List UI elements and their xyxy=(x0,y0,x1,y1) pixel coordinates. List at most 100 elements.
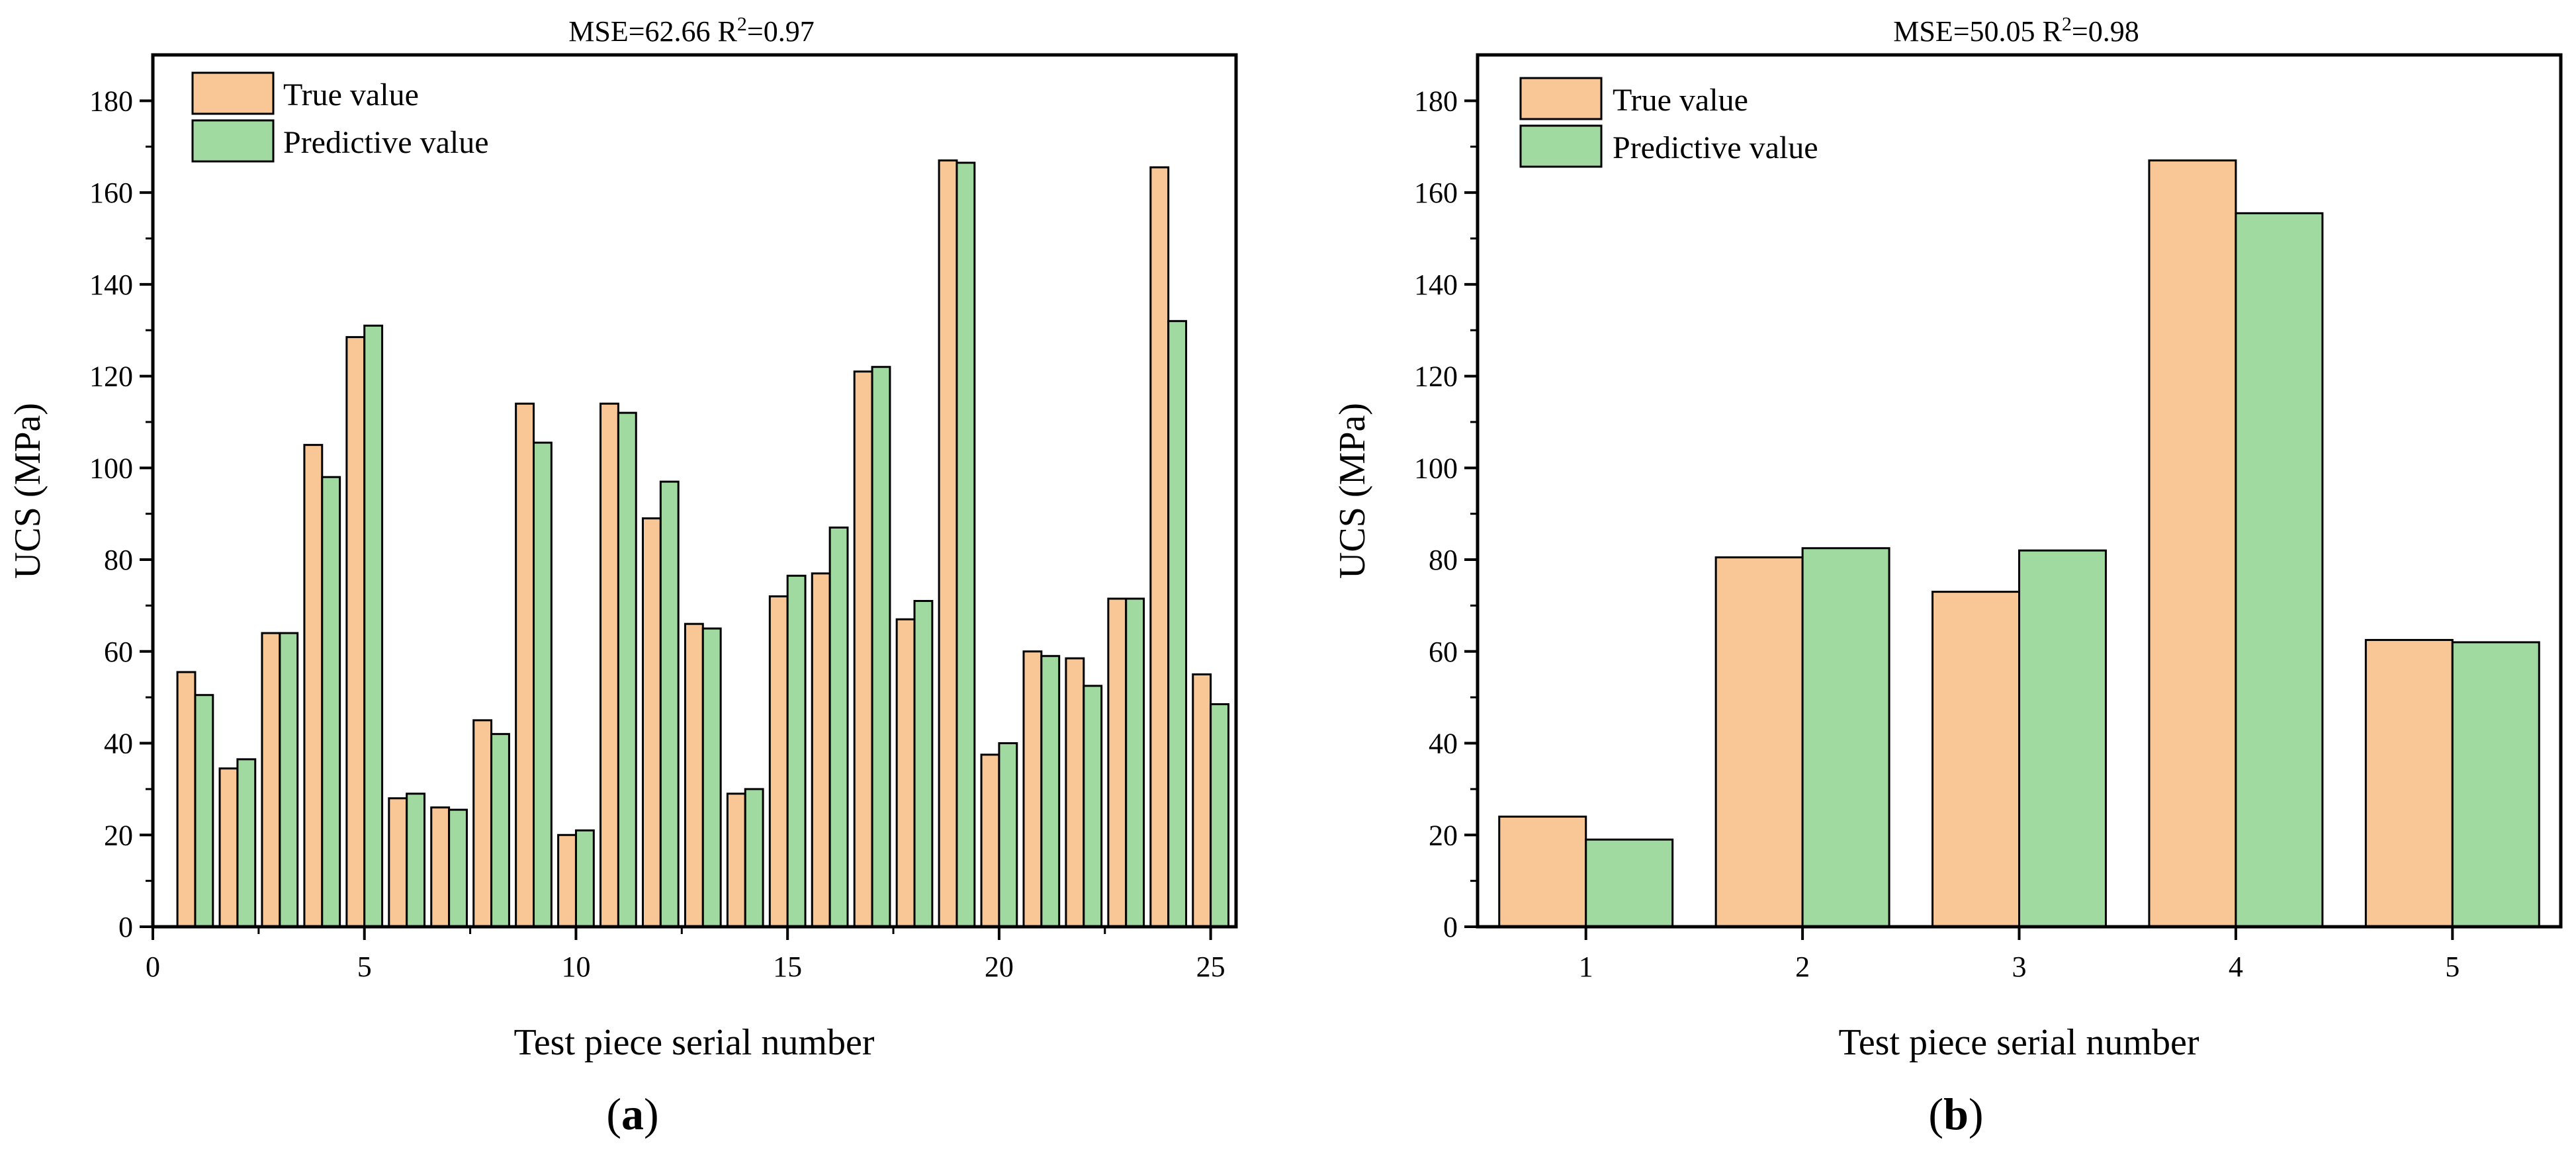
bar-predictive-19 xyxy=(955,161,976,928)
bar-true-18 xyxy=(895,618,916,928)
bar-true-21 xyxy=(1022,650,1043,928)
bar-true-4 xyxy=(2148,159,2237,928)
legend-label-predictive-value: Predictive value xyxy=(1613,130,1818,165)
chart-a-x-axis-title: Test piece serial number xyxy=(514,1022,875,1063)
x-tick-label: 5 xyxy=(357,951,372,983)
bar-predictive-3 xyxy=(279,632,299,928)
y-tick-label: 180 xyxy=(1414,85,1458,117)
bar-predictive-18 xyxy=(913,599,934,928)
bar-true-14 xyxy=(726,792,746,928)
bar-predictive-4 xyxy=(2235,212,2324,928)
chart-b-x-axis-title: Test piece serial number xyxy=(1839,1022,2199,1063)
chart-b-panel-label: (b) xyxy=(1928,1089,1983,1139)
y-tick-label: 0 xyxy=(118,911,133,943)
y-tick-label: 60 xyxy=(104,636,133,668)
y-tick-label: 80 xyxy=(1429,544,1458,576)
y-tick-label: 100 xyxy=(1414,452,1458,484)
bar-true-9 xyxy=(515,402,535,928)
bar-true-4 xyxy=(303,444,324,928)
bar-predictive-17 xyxy=(871,366,891,928)
chart-a-title: MSE=62.66 R2=0.97 xyxy=(568,13,814,48)
x-tick-label: 1 xyxy=(1579,951,1593,983)
bar-true-20 xyxy=(980,753,1000,928)
bar-true-11 xyxy=(600,402,619,928)
chart-a-plot-frame xyxy=(151,53,1238,929)
legend-swatch-true-value xyxy=(191,71,275,115)
x-tick-label: 25 xyxy=(1196,951,1225,983)
bar-predictive-20 xyxy=(998,742,1018,928)
chart-a-panel-label: (a) xyxy=(606,1089,658,1139)
chart-panel-b: MSE=50.05 R2=0.98 0 20 40 60 80 100 120 140 160 1… xyxy=(1332,13,2563,1139)
y-tick-label: 40 xyxy=(104,728,133,760)
bar-predictive-23 xyxy=(1125,597,1145,928)
x-tick-label: 5 xyxy=(2445,951,2460,983)
bar-predictive-5 xyxy=(363,324,384,928)
bar-true-7 xyxy=(430,806,451,928)
bar-predictive-7 xyxy=(448,808,468,928)
x-tick-label: 3 xyxy=(2012,951,2027,983)
y-tick-label: 100 xyxy=(89,452,133,484)
bar-true-6 xyxy=(388,797,408,928)
bar-predictive-22 xyxy=(1083,685,1103,928)
bar-predictive-16 xyxy=(828,526,849,928)
y-tick-label: 80 xyxy=(104,544,133,576)
bar-predictive-2 xyxy=(236,758,257,928)
bar-predictive-2 xyxy=(1801,547,1890,928)
bar-predictive-11 xyxy=(617,411,637,928)
chart-a-y-axis-title: UCS (MPa) xyxy=(7,403,48,579)
bar-predictive-14 xyxy=(744,788,764,928)
chart-b-y-axis: 0 20 40 60 80 100 120 140 160 180 xyxy=(1414,85,1478,943)
bar-predictive-25 xyxy=(1210,703,1229,928)
y-tick-label: 160 xyxy=(89,177,133,209)
legend-swatch-predictive-value xyxy=(191,119,275,163)
chart-a-y-axis: 0 20 40 60 80 100 120 140 160 180 xyxy=(89,85,153,943)
bar-predictive-21 xyxy=(1040,655,1061,928)
y-tick-label: 60 xyxy=(1429,636,1458,668)
y-tick-label: 140 xyxy=(1414,269,1458,301)
bar-predictive-8 xyxy=(490,733,510,928)
bar-predictive-10 xyxy=(574,829,595,928)
bar-true-3 xyxy=(261,632,281,928)
bar-predictive-3 xyxy=(2018,549,2107,928)
bar-true-12 xyxy=(641,517,662,928)
bar-true-2 xyxy=(218,767,239,928)
bar-predictive-1 xyxy=(194,694,214,928)
bar-predictive-13 xyxy=(701,627,722,928)
x-tick-label: 0 xyxy=(146,951,160,983)
x-tick-label: 4 xyxy=(2229,951,2243,983)
y-tick-label: 20 xyxy=(104,819,133,851)
legend-label-true-value: True value xyxy=(1613,83,1748,118)
chart-a-x-axis: 0 5 10 15 20 25 xyxy=(146,927,1225,983)
bar-predictive-1 xyxy=(1585,838,1674,928)
y-tick-label: 120 xyxy=(1414,361,1458,393)
y-tick-label: 140 xyxy=(89,269,133,301)
bar-true-23 xyxy=(1107,597,1128,928)
bar-predictive-15 xyxy=(786,574,807,928)
y-tick-label: 40 xyxy=(1429,728,1458,760)
bar-true-10 xyxy=(557,833,577,928)
bar-true-1 xyxy=(176,671,197,928)
y-tick-label: 160 xyxy=(1414,177,1458,209)
chart-b-y-axis-title: UCS (MPa) xyxy=(1332,403,1373,579)
bar-predictive-9 xyxy=(533,441,553,928)
y-tick-label: 180 xyxy=(89,85,133,117)
legend-swatch-true-value xyxy=(1519,77,1603,120)
bar-true-3 xyxy=(1932,591,2021,928)
chart-b-title: MSE=50.05 R2=0.98 xyxy=(1893,13,2139,48)
chart-a-legend: True value Predictive value xyxy=(191,71,489,163)
y-tick-label: 20 xyxy=(1429,819,1458,851)
x-tick-label: 10 xyxy=(561,951,590,983)
chart-b-legend: True value Predictive value xyxy=(1519,77,1818,168)
chart-b-bars xyxy=(1498,159,2540,928)
legend-swatch-predictive-value xyxy=(1519,124,1603,168)
bar-true-19 xyxy=(938,159,958,928)
bar-true-1 xyxy=(1498,816,1587,928)
bar-true-16 xyxy=(811,572,831,928)
chart-a-bars xyxy=(176,159,1229,928)
chart-b-x-axis: 1 2 3 4 5 xyxy=(1579,927,2460,983)
bar-predictive-24 xyxy=(1167,320,1188,928)
bar-true-24 xyxy=(1149,166,1170,928)
y-tick-label: 0 xyxy=(1443,911,1458,943)
bar-true-5 xyxy=(2364,638,2454,928)
